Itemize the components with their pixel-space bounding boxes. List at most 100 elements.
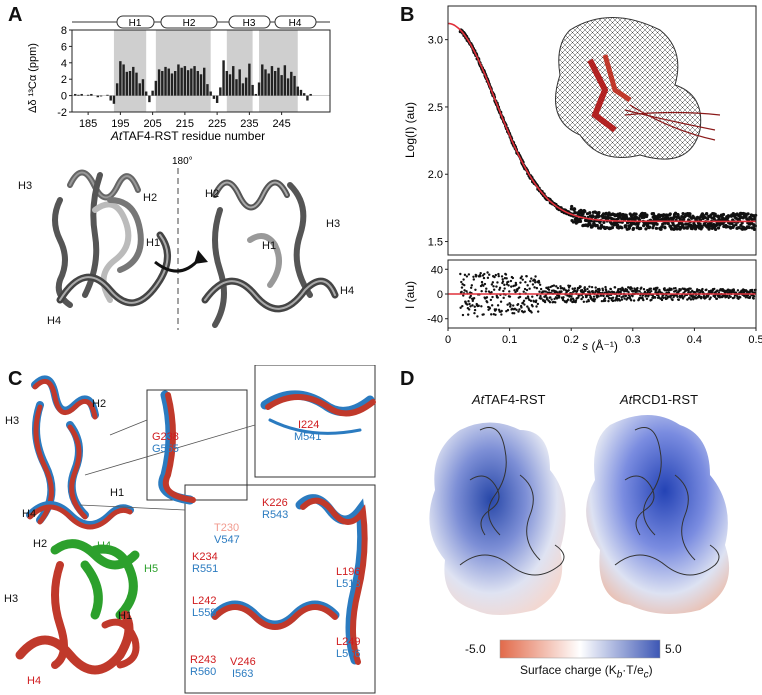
saxs-data-point [644,227,648,231]
residual-point [608,296,611,300]
residual-point [547,288,551,291]
residual-point [483,282,487,286]
residual-point [479,271,482,275]
residual-point [500,313,503,316]
residual-point [519,281,522,284]
bar-residue-198 [128,71,132,96]
residual-point [556,286,560,290]
residual-point [580,297,583,301]
rotation-label: 180° [172,156,193,167]
residual-point [461,313,465,317]
scale-title: Surface charge (Kb·T/ec) [520,663,653,681]
c-bottom-h2: H2 [33,538,48,550]
saxs-envelope-model [555,17,721,160]
saxs-data-point [620,226,624,230]
residual-point [535,299,538,302]
residual-point [480,289,483,293]
residual-point [515,289,519,292]
residual-point [498,288,501,291]
residual-point [583,286,587,289]
residual-point [497,308,501,312]
saxs-data-point [706,217,710,221]
bar-residue-236 [251,84,254,96]
residual-point [508,295,512,298]
saxs-data-point [639,226,643,230]
saxs-data-point [615,221,619,225]
x-tick-label: 185 [79,118,97,130]
residual-point [662,296,665,300]
residual-point [490,304,494,307]
bar-residue-196 [122,64,125,96]
residual-point [486,271,489,274]
saxs-data-point [663,221,667,225]
residual-point [534,281,537,284]
bar-residue-214 [180,67,183,96]
bar-residue-238 [257,82,261,96]
saxs-data-point [569,207,573,211]
bar-residue-232 [238,69,241,96]
residual-point [642,288,646,291]
residual-point [582,300,586,303]
structure-ensemble-front [52,169,171,308]
saxs-data-point [610,225,615,230]
bar-residue-225 [215,95,219,103]
residual-point [737,297,740,300]
residual-point [538,283,542,286]
residual-point [689,287,692,290]
residual-point [593,299,596,303]
struct-label-right-h1: H1 [262,240,277,252]
residual-point [488,273,491,276]
saxs-data-point [707,226,711,230]
residual-point [624,294,628,298]
residual-point [639,294,642,297]
y-tick-label: -2 [57,107,67,119]
inset-box-g238 [146,389,248,501]
overlay-taf4-rcd1 [26,375,134,530]
saxs-data-point [713,227,718,232]
bar-residue-193 [112,95,116,104]
residual-point [604,285,607,289]
inset-label-i224: I224 [298,419,320,431]
bar-residue-189 [99,95,103,97]
bar-residue-233 [241,83,245,96]
residual-point [466,303,469,306]
residual-point [502,296,505,300]
residual-point [603,297,607,300]
inset-label-v547: V547 [214,534,240,546]
bar-residue-218 [193,66,196,96]
saxs-data-point [595,223,599,228]
residual-point [631,294,634,298]
residual-point [492,288,496,291]
residual-point [578,294,581,297]
bar-residue-246 [283,65,287,96]
saxs-data-point [737,226,741,230]
saxs-data-point [588,211,592,215]
saxs-data-point [663,226,667,230]
helix-label-h3: H3 [243,18,256,29]
residual-point [461,304,464,308]
residual-point [460,280,463,284]
saxs-data-point [705,211,709,216]
y-tick-label: 1.5 [428,237,443,249]
bar-residue-245 [280,75,283,96]
saxs-top-frame [447,5,757,256]
residual-point [632,299,636,302]
residual-point [555,285,558,288]
x-tick-label: 225 [208,118,226,130]
residual-point [524,280,527,284]
residual-point [473,311,476,315]
bar-residue-202 [141,79,145,96]
residual-point [503,287,506,290]
residual-point [592,295,596,298]
y-tick-label: 2.5 [428,102,443,114]
residual-point [503,283,506,287]
residual-point [482,313,485,316]
inset-label-l249: L249 [336,636,361,648]
residual-point [604,299,607,303]
residual-point [540,297,543,300]
residual-point [491,281,495,284]
saxs-data-point [634,212,638,216]
residual-point [467,273,471,276]
residual-point [520,275,523,278]
